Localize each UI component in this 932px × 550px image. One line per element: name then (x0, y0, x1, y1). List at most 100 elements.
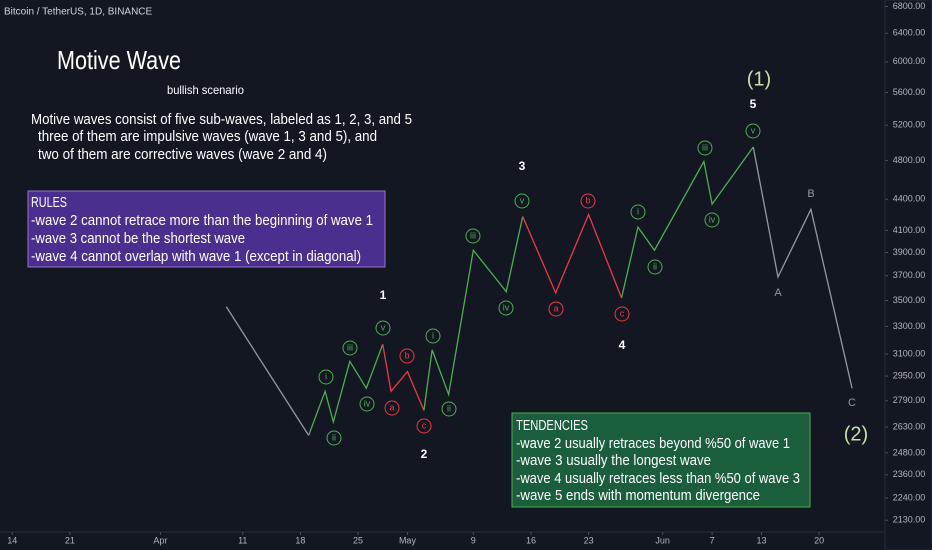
wave-line (308, 344, 384, 436)
wave-circle (318, 369, 334, 385)
y-tick-label: 2130.00 (893, 515, 926, 525)
description: two of them are corrective waves (wave 2… (38, 146, 327, 163)
wave-line (423, 216, 524, 411)
y-tick-label: 3500.00 (893, 295, 926, 305)
wave-circle (399, 348, 415, 364)
wave-circle (614, 306, 630, 322)
wave-sub-label: iii (470, 230, 476, 240)
price-axis (884, 0, 932, 550)
y-tick-label: 2480.00 (893, 447, 926, 457)
x-tick-label: Jun (655, 535, 670, 545)
rule: -wave 2 cannot retrace more than the beg… (31, 212, 373, 229)
wave-circle (498, 300, 514, 316)
y-tick-label: 6800.00 (893, 1, 926, 11)
x-tick-label: 9 (471, 535, 476, 545)
wave-circle (745, 123, 761, 139)
y-tick-label: 6000.00 (893, 56, 926, 66)
wave-circle (326, 430, 342, 446)
x-tick-label: 18 (295, 535, 305, 545)
wave-letter: B (807, 188, 814, 200)
rules-title: RULES (31, 194, 67, 211)
wave-sub-label: a (553, 303, 558, 313)
x-tick-label: 23 (584, 535, 594, 545)
wave-number: 2 (421, 447, 428, 461)
wave-line (225, 306, 310, 436)
wave-circle (548, 301, 564, 317)
x-tick-label: 20 (814, 535, 824, 545)
y-tick-label: 5200.00 (893, 120, 926, 130)
wave-sub-label: ii (653, 261, 657, 271)
wave-line (620, 146, 754, 299)
wave-circle (384, 400, 400, 416)
wave-sub-label: iv (709, 214, 716, 224)
wave-line (752, 146, 853, 389)
wave-number: 3 (519, 159, 526, 173)
rules-box (27, 190, 386, 268)
subtitle: bullish scenario (167, 83, 244, 97)
tendencies-title: TENDENCIES (516, 417, 588, 434)
x-tick-label: 21 (65, 535, 75, 545)
wave-sub-label: iv (503, 302, 510, 312)
wave-sub-label: iii (347, 342, 353, 352)
wave-line (522, 212, 623, 299)
wave-circle (704, 212, 720, 228)
wave-sub-label: ii (332, 432, 336, 442)
wave-circle (359, 396, 375, 412)
rule: -wave 4 cannot overlap with wave 1 (exce… (31, 248, 361, 265)
wave-number: 4 (619, 338, 626, 352)
wave-sub-label: i (637, 206, 639, 216)
tendency: -wave 5 ends with momentum divergence (516, 487, 760, 504)
wave-letter: C (848, 397, 856, 409)
y-tick-label: 2790.00 (893, 395, 926, 405)
y-tick-label: 3700.00 (893, 270, 926, 280)
wave-sub-label: b (585, 195, 590, 205)
x-tick-label: 11 (238, 535, 247, 545)
wave-circle (580, 193, 596, 209)
wave-sub-label: ii (447, 403, 451, 413)
wave-number: 1 (380, 288, 387, 302)
description: Motive waves consist of five sub-waves, … (31, 111, 412, 128)
wave-circle (441, 401, 457, 417)
wave-circle (416, 418, 432, 434)
rule: -wave 3 cannot be the shortest wave (31, 230, 245, 247)
wave-sub-label: b (404, 350, 409, 360)
wave-degree-label: (1) (747, 68, 771, 90)
wave-sub-label: c (422, 420, 427, 430)
wave-circle (342, 340, 358, 356)
y-tick-label: 2950.00 (893, 370, 926, 380)
wave-sub-label: a (389, 402, 394, 412)
symbol: Bitcoin / TetherUS, 1D, BINANCE (4, 7, 153, 18)
tendency: -wave 2 usually retraces beyond %50 of w… (516, 435, 790, 452)
wave-circle (375, 320, 391, 336)
y-tick-label: 4100.00 (893, 225, 926, 235)
y-tick-label: 2360.00 (893, 469, 926, 479)
wave-sub-label: v (381, 322, 386, 332)
wave-circle (630, 204, 646, 220)
title: Motive Wave (57, 45, 181, 75)
tendency: -wave 4 usually retraces less than %50 o… (516, 470, 800, 487)
x-tick-label: 25 (353, 535, 363, 545)
description: three of them are impulsive waves (wave … (38, 128, 377, 145)
wave-sub-label: iii (702, 142, 708, 152)
wave-sub-label: v (520, 195, 525, 205)
wave-sub-label: v (751, 125, 756, 135)
y-tick-label: 3300.00 (893, 321, 926, 331)
wave-sub-label: iv (364, 398, 371, 408)
x-tick-label: Apr (153, 535, 167, 545)
wave-circle (697, 140, 713, 156)
wave-circle (647, 259, 663, 275)
y-tick-label: 3100.00 (893, 348, 926, 358)
x-tick-label: 14 (7, 535, 17, 545)
wave-circle (514, 193, 530, 209)
y-tick-label: 3900.00 (893, 247, 926, 257)
y-tick-label: 4800.00 (893, 155, 926, 165)
y-tick-label: 2630.00 (893, 421, 926, 431)
wave-sub-label: c (620, 308, 625, 318)
wave-number: 5 (750, 97, 757, 111)
tendency: -wave 3 usually the longest wave (516, 452, 711, 469)
wave-circle (425, 328, 441, 344)
tendencies-box (511, 412, 811, 508)
y-tick-label: 4400.00 (893, 194, 926, 204)
x-tick-label: May (399, 535, 417, 545)
